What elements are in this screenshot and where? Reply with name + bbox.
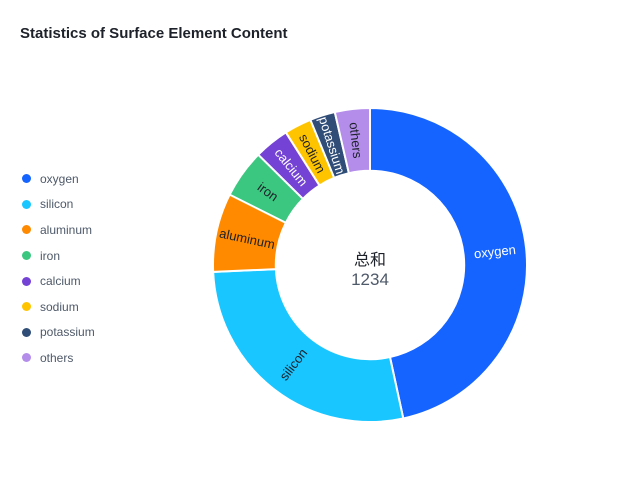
legend-label: aluminum	[40, 222, 93, 237]
legend-item-silicon[interactable]: silicon	[22, 192, 142, 218]
legend-marker	[22, 302, 31, 312]
legend-label: others	[40, 350, 74, 365]
center-label: 总和	[354, 250, 386, 269]
slice-others[interactable]	[333, 106, 371, 175]
chart-title: Statistics of Surface Element Content	[20, 25, 288, 42]
legend-item-others[interactable]: others	[22, 345, 142, 371]
legend-item-iron[interactable]: iron	[22, 243, 142, 269]
slice-label-oxygen: oxygen	[473, 242, 516, 261]
legend-label: sodium	[40, 299, 79, 314]
legend-label: iron	[40, 248, 61, 263]
legend-item-calcium[interactable]: calcium	[22, 268, 142, 294]
legend-marker	[22, 353, 31, 363]
legend-label: silicon	[40, 197, 74, 212]
legend-item-potassium[interactable]: potassium	[22, 320, 142, 346]
legend-marker	[22, 327, 31, 337]
legend-marker	[22, 251, 31, 261]
legend: oxygen silicon aluminum iron calcium sodium po…	[22, 166, 142, 371]
legend-item-aluminum[interactable]: aluminum	[22, 217, 142, 243]
center-value: 1234	[351, 270, 389, 289]
slice-oxygen[interactable]	[369, 106, 528, 420]
legend-label: calcium	[40, 274, 81, 289]
legend-item-oxygen[interactable]: oxygen	[22, 166, 142, 192]
slices-group	[212, 106, 528, 423]
legend-item-sodium[interactable]: sodium	[22, 294, 142, 320]
legend-marker	[22, 276, 31, 286]
legend-marker	[22, 225, 31, 235]
slice-label-others: others	[346, 121, 365, 159]
legend-label: oxygen	[40, 171, 79, 186]
legend-label: potassium	[40, 325, 95, 340]
slice-silicon[interactable]	[212, 268, 405, 423]
legend-marker	[22, 174, 31, 184]
legend-marker	[22, 199, 31, 209]
